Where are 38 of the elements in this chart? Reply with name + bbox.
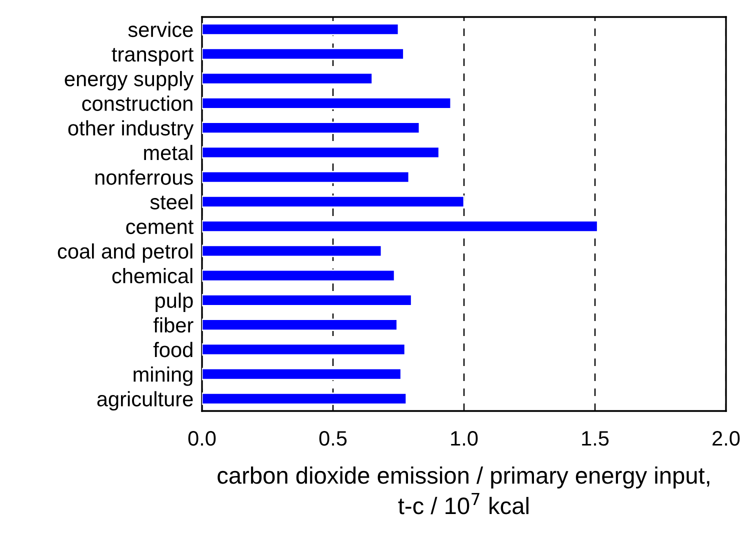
y-tick-label: construction (82, 96, 192, 111)
x-axis-title: carbon dioxide emission / primary energy input, t-c / 10$^{7}$ kcal (218, 466, 710, 514)
y-tick-label: transport (112, 48, 194, 66)
x-tick-label: 2.0 (712, 430, 740, 446)
y-tick-label: pulp (156, 292, 193, 312)
x-tick-label: 0.5 (319, 430, 347, 446)
y-tick-label: agriculture (97, 391, 193, 411)
bar (202, 122, 420, 134)
bar (202, 195, 465, 208)
x-tick-label: 1.0 (451, 430, 478, 446)
y-tick-label: fiber (153, 317, 194, 333)
bar (202, 269, 396, 282)
y-tick-label: cement (126, 220, 194, 234)
y-tick-label: energy supply (64, 71, 194, 90)
bar (202, 72, 373, 85)
bar (202, 368, 402, 380)
y-tick-label: steel (150, 194, 192, 210)
x-tick-label: 0.0 (188, 430, 216, 446)
y-tick-label: other industry (68, 120, 194, 140)
bar (202, 244, 382, 258)
y-tick-label: mining (134, 366, 192, 386)
y-tick-label: coal and petrol (58, 243, 192, 263)
bar (202, 48, 404, 60)
bar (202, 170, 410, 184)
y-tick-label: nonferrous (95, 170, 193, 185)
bar (202, 220, 598, 233)
bar (202, 96, 452, 110)
y-tick-label: service (128, 22, 193, 38)
y-tick-label: food (153, 342, 192, 358)
y-tick-label: metal (144, 144, 192, 160)
y-tick-label: chemical (112, 268, 192, 284)
bar (202, 294, 412, 306)
bar (202, 318, 398, 332)
bar (202, 23, 400, 36)
bar (202, 392, 408, 405)
bar (202, 343, 406, 356)
bar (202, 146, 440, 159)
x-tick-label: 1.5 (582, 431, 609, 446)
